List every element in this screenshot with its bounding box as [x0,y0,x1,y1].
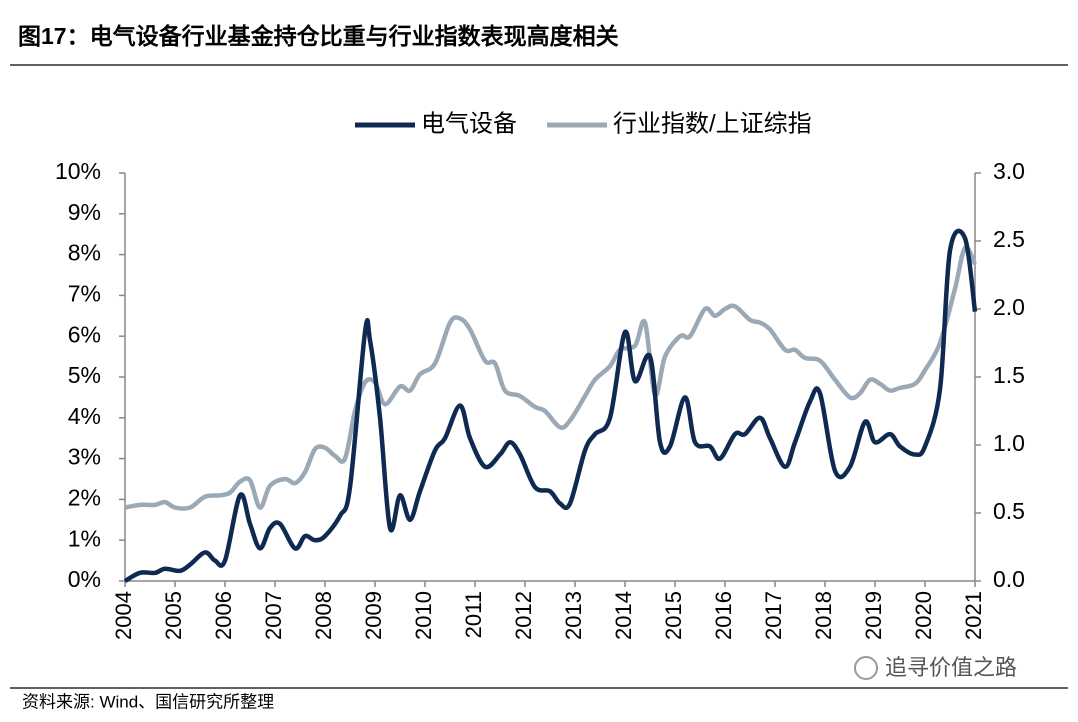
y-tick-label: 8% [68,240,101,266]
y2-tick-label: 2.0 [993,294,1025,320]
x-tick-label: 2018 [811,591,836,640]
y-tick-label: 2% [68,484,101,510]
x-tick-label: 2004 [111,591,136,640]
y2-tick-label: 0.0 [993,566,1025,592]
y-tick-label: 6% [68,321,101,347]
y-tick-label: 4% [68,403,101,429]
y-tick-label: 5% [68,362,101,388]
y-tick-label: 1% [68,525,101,551]
x-tick-label: 2014 [611,591,636,640]
x-tick-label: 2021 [961,591,986,640]
y2-tick-label: 2.5 [993,226,1025,252]
x-tick-label: 2020 [911,591,936,640]
x-tick-label: 2005 [161,591,186,640]
x-tick-label: 2010 [411,591,436,640]
y-tick-label: 3% [68,444,101,470]
y-tick-label: 9% [68,199,101,225]
y2-tick-label: 1.0 [993,430,1025,456]
source-note: 资料来源: Wind、国信研究所整理 [22,692,274,711]
y2-tick-label: 0.5 [993,498,1025,524]
y-tick-label: 10% [55,158,101,184]
watermark: 追寻价值之路 [885,655,1017,680]
series-line [124,244,978,511]
watermark-icon [854,656,878,680]
y2-tick-label: 1.5 [993,362,1025,388]
x-tick-label: 2009 [361,591,386,640]
x-tick-label: 2006 [211,591,236,640]
x-tick-label: 2019 [861,591,886,640]
series-line [123,228,978,583]
x-tick-label: 2008 [311,591,336,640]
x-tick-label: 2015 [661,591,686,640]
x-tick-label: 2007 [261,591,286,640]
legend-label: 行业指数/上证综指 [613,110,812,137]
y-tick-label: 7% [68,280,101,306]
chart-title: 图17：电气设备行业基金持仓比重与行业指数表现高度相关 [18,23,619,49]
x-tick-label: 2013 [561,591,586,640]
y2-tick-label: 3.0 [993,158,1025,184]
x-tick-label: 2017 [761,591,786,640]
x-tick-label: 2016 [711,591,736,640]
legend-label: 电气设备 [421,110,517,137]
x-tick-label: 2011 [461,591,486,638]
y-tick-label: 0% [68,566,101,592]
x-tick-label: 2012 [511,591,536,640]
